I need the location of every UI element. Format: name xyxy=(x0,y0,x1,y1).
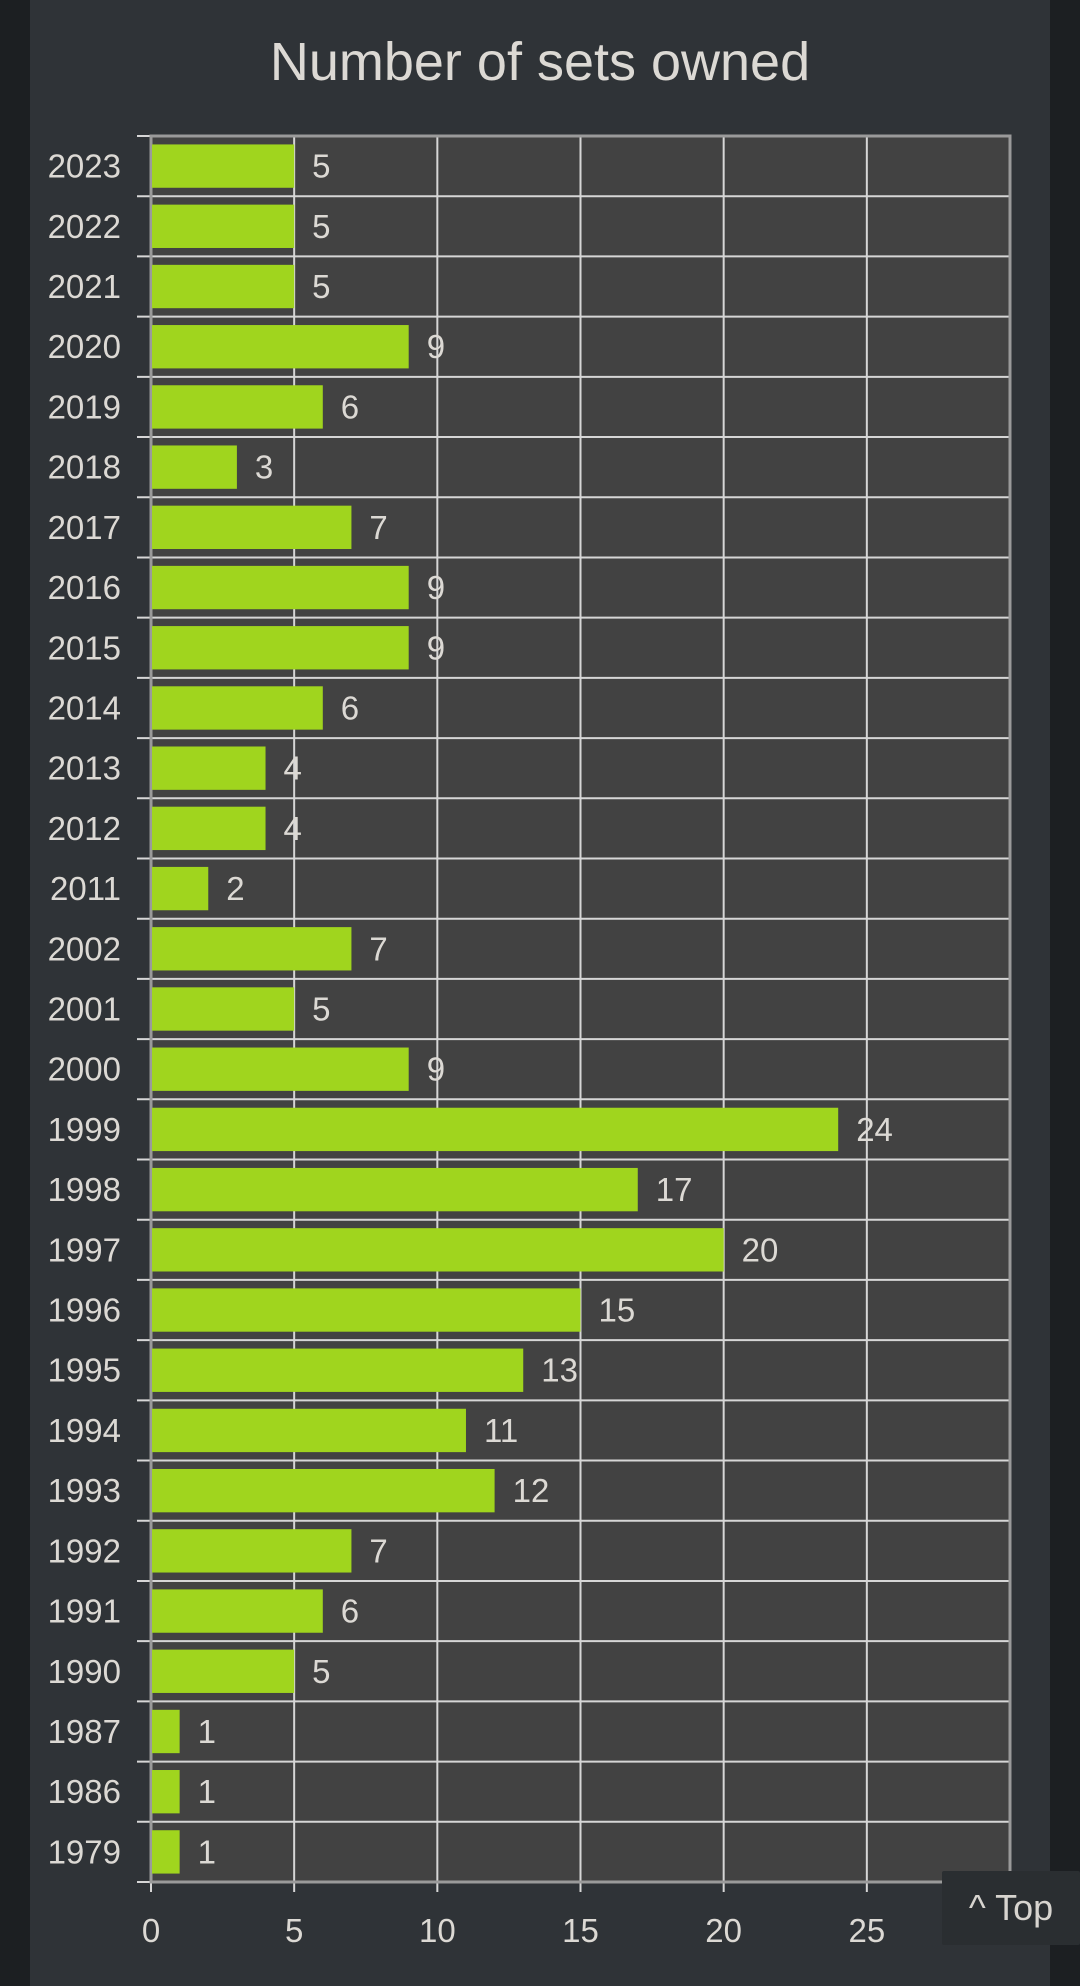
bar xyxy=(152,1709,180,1754)
x-tick-label: 15 xyxy=(562,1912,599,1949)
data-label: 6 xyxy=(341,388,359,425)
bar xyxy=(152,1529,352,1573)
data-label: 5 xyxy=(312,148,330,185)
bar xyxy=(152,505,352,550)
category-label: 2019 xyxy=(48,388,121,425)
category-label: 2016 xyxy=(48,569,121,606)
data-label: 24 xyxy=(856,1111,893,1148)
bar xyxy=(152,144,295,188)
category-label: 2000 xyxy=(48,1051,121,1088)
bar xyxy=(152,204,295,248)
category-label: 1992 xyxy=(48,1532,121,1569)
category-label: 2014 xyxy=(48,689,121,726)
bar xyxy=(152,1649,295,1693)
bar xyxy=(152,987,295,1031)
category-label: 2013 xyxy=(48,750,121,787)
data-label: 2 xyxy=(226,870,244,907)
data-label: 4 xyxy=(284,750,302,787)
bar xyxy=(152,1348,524,1392)
category-label: 1998 xyxy=(48,1171,121,1208)
data-label: 1 xyxy=(198,1773,216,1810)
bar xyxy=(152,385,323,429)
category-label: 2001 xyxy=(48,991,121,1028)
data-label: 5 xyxy=(312,208,330,245)
bar xyxy=(152,264,295,309)
data-label: 9 xyxy=(427,629,445,666)
x-tick-label: 20 xyxy=(705,1912,742,1949)
category-label: 1997 xyxy=(48,1231,121,1268)
data-label: 6 xyxy=(341,1593,359,1630)
category-label: 2012 xyxy=(48,810,121,847)
data-label: 9 xyxy=(427,1051,445,1088)
x-tick-label: 0 xyxy=(142,1912,160,1949)
bar xyxy=(152,565,409,610)
bar xyxy=(152,866,209,911)
category-label: 1986 xyxy=(48,1773,121,1810)
category-label: 1996 xyxy=(48,1292,121,1329)
bar xyxy=(152,806,266,851)
plot-border xyxy=(149,134,1012,1884)
bar xyxy=(152,1830,180,1874)
data-label: 11 xyxy=(484,1412,518,1449)
data-label: 15 xyxy=(599,1292,636,1329)
bar xyxy=(152,1468,495,1513)
bar xyxy=(152,1107,839,1152)
bar xyxy=(152,686,323,730)
bar xyxy=(152,325,409,369)
category-label: 2017 xyxy=(48,509,121,546)
bar xyxy=(152,1047,409,1091)
category-label: 2015 xyxy=(48,629,121,666)
data-label: 9 xyxy=(427,328,445,365)
bar xyxy=(152,1770,180,1814)
data-label: 9 xyxy=(427,569,445,606)
bar xyxy=(152,1408,466,1453)
data-label: 6 xyxy=(341,689,359,726)
category-label: 1993 xyxy=(48,1472,121,1509)
bar xyxy=(152,1228,724,1272)
chart-title: Number of sets owned xyxy=(269,32,811,92)
data-label: 7 xyxy=(369,1532,387,1569)
category-label: 1987 xyxy=(48,1713,121,1750)
category-label: 2022 xyxy=(48,208,121,245)
back-to-top-button[interactable]: ^ Top xyxy=(942,1871,1080,1945)
category-label: 2021 xyxy=(48,268,121,305)
category-label: 1999 xyxy=(48,1111,121,1148)
x-tick-label: 10 xyxy=(419,1912,456,1949)
data-label: 5 xyxy=(312,1653,330,1690)
data-label: 5 xyxy=(312,268,330,305)
data-label: 1 xyxy=(198,1833,216,1870)
x-tick-label: 5 xyxy=(285,1912,303,1949)
category-label: 1991 xyxy=(48,1593,121,1630)
category-label: 2018 xyxy=(48,449,121,486)
data-label: 1 xyxy=(198,1713,216,1750)
data-label: 4 xyxy=(284,810,302,847)
data-label: 13 xyxy=(541,1352,578,1389)
bar xyxy=(152,1288,581,1332)
category-label: 1990 xyxy=(48,1653,121,1690)
data-label: 7 xyxy=(369,930,387,967)
category-label: 2002 xyxy=(48,930,121,967)
category-label: 1995 xyxy=(48,1352,121,1389)
x-tick-label: 25 xyxy=(848,1912,885,1949)
category-label: 2011 xyxy=(50,870,121,907)
category-label: 2023 xyxy=(48,148,121,185)
data-label: 3 xyxy=(255,449,273,486)
category-label: 1994 xyxy=(48,1412,121,1449)
category-label: 1979 xyxy=(48,1833,121,1870)
data-label: 12 xyxy=(513,1472,550,1509)
data-label: 17 xyxy=(656,1171,693,1208)
data-label: 5 xyxy=(312,991,330,1028)
bar xyxy=(152,1589,323,1633)
bar xyxy=(152,927,352,971)
bar xyxy=(152,626,409,670)
category-label: 2020 xyxy=(48,328,121,365)
bar xyxy=(152,1167,638,1212)
data-label: 20 xyxy=(742,1231,779,1268)
bar xyxy=(152,746,266,790)
bar xyxy=(152,445,237,489)
data-label: 7 xyxy=(369,509,387,546)
